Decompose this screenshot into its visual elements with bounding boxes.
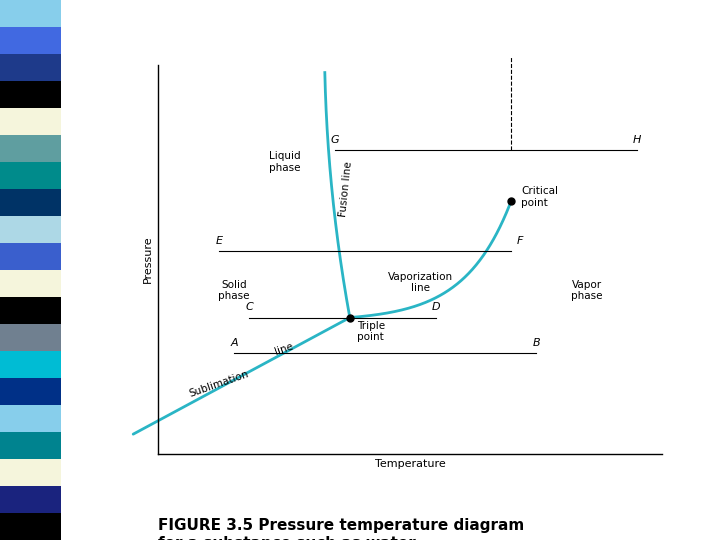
Text: B: B [533, 338, 540, 348]
Text: Vapor
phase: Vapor phase [571, 280, 603, 301]
Text: A: A [230, 338, 238, 348]
Text: Vaporization
line: Vaporization line [388, 272, 453, 293]
Text: F: F [516, 235, 523, 246]
Text: Solid
phase: Solid phase [218, 280, 250, 301]
Text: Triple
point: Triple point [358, 321, 386, 342]
Text: Critical
point: Critical point [521, 186, 558, 208]
Text: E: E [215, 235, 222, 246]
Text: Fusion line: Fusion line [338, 161, 354, 218]
Text: line: line [274, 341, 295, 356]
Text: C: C [246, 302, 253, 312]
Text: G: G [330, 134, 339, 145]
Text: FIGURE 3.5 Pressure temperature diagram
for a substance such as water.: FIGURE 3.5 Pressure temperature diagram … [158, 518, 525, 540]
Y-axis label: Pressure: Pressure [143, 235, 153, 283]
Text: Liquid
phase: Liquid phase [269, 151, 300, 173]
Text: H: H [633, 134, 642, 145]
Text: Sublimation: Sublimation [188, 369, 250, 399]
Text: D: D [431, 302, 440, 312]
X-axis label: Temperature: Temperature [375, 459, 446, 469]
